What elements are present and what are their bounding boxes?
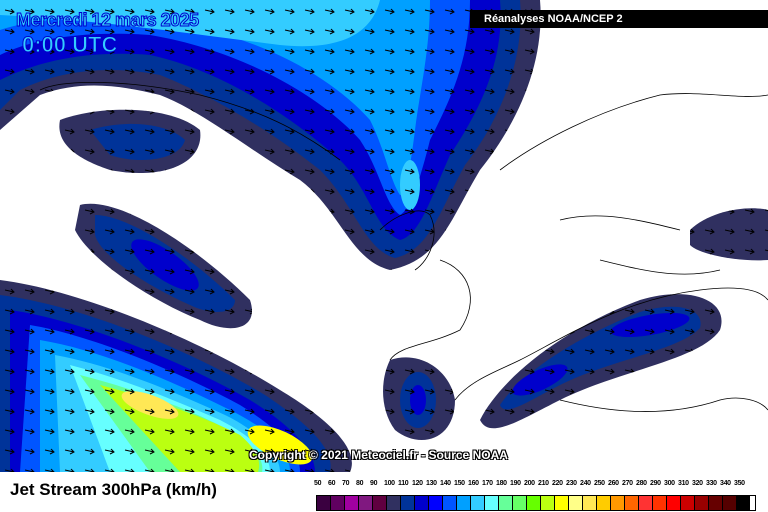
legend-swatch <box>695 496 709 510</box>
legend-label: 110 <box>398 480 409 487</box>
legend-swatch <box>541 496 555 510</box>
legend-swatch <box>401 496 415 510</box>
legend-swatch <box>345 496 359 510</box>
legend-label: 160 <box>468 480 479 487</box>
legend-swatch <box>583 496 597 510</box>
legend-label: 50 <box>314 480 322 487</box>
legend-label: 310 <box>678 480 689 487</box>
legend-swatch <box>317 496 331 510</box>
legend-label: 190 <box>510 480 521 487</box>
coastlines <box>39 81 768 412</box>
legend-swatch <box>611 496 625 510</box>
legend-labels: 50 60 70 80 90 100 110 120 130 140 150 160 170 180 190… <box>314 480 756 492</box>
legend-label: 120 <box>412 480 423 487</box>
legend-label: 220 <box>552 480 563 487</box>
legend-swatch <box>485 496 499 510</box>
copyright-label: Copyright © 2021 Meteociel.fr - Source N… <box>249 448 508 462</box>
legend-swatch <box>373 496 387 510</box>
source-banner: Réanalyses NOAA/NCEP 2 <box>470 10 768 28</box>
legend-swatch <box>387 496 401 510</box>
legend-swatch <box>443 496 457 510</box>
legend-label: 80 <box>356 480 364 487</box>
legend-label: 260 <box>608 480 619 487</box>
legend-label: 350 <box>734 480 745 487</box>
legend-label: 60 <box>328 480 336 487</box>
legend-swatch <box>513 496 527 510</box>
legend-label: 300 <box>664 480 675 487</box>
legend-label: 200 <box>524 480 535 487</box>
legend-swatch <box>625 496 639 510</box>
legend-bar <box>316 495 756 511</box>
legend-swatch <box>359 496 373 510</box>
legend-label: 250 <box>594 480 605 487</box>
legend-swatch <box>457 496 471 510</box>
legend-swatch <box>331 496 345 510</box>
legend-swatch <box>415 496 429 510</box>
legend-swatch <box>667 496 681 510</box>
date-label: Mercredi 12 mars 2025 <box>16 10 200 31</box>
legend-label: 330 <box>706 480 717 487</box>
legend-label: 340 <box>720 480 731 487</box>
legend-swatch <box>737 496 750 510</box>
legend-swatch <box>709 496 723 510</box>
wind-speed-map <box>0 0 768 472</box>
legend-label: 150 <box>454 480 465 487</box>
legend-label: 320 <box>692 480 703 487</box>
product-title-text: Jet Stream 300hPa (km/h) <box>10 480 217 499</box>
legend-label: 100 <box>384 480 395 487</box>
legend-label: 140 <box>440 480 451 487</box>
legend-swatch <box>429 496 443 510</box>
legend-label: 180 <box>496 480 507 487</box>
legend-label: 170 <box>482 480 493 487</box>
product-title: Jet Stream 300hPa (km/h) <box>10 480 217 500</box>
legend-swatch <box>681 496 695 510</box>
legend-label: 90 <box>370 480 378 487</box>
legend-label: 280 <box>636 480 647 487</box>
legend-label: 230 <box>566 480 577 487</box>
legend-swatch <box>527 496 541 510</box>
color-legend: 50 60 70 80 90 100 110 120 130 140 150 160 170 180 190… <box>314 480 756 511</box>
legend-label: 210 <box>538 480 549 487</box>
legend-swatch <box>471 496 485 510</box>
legend-label: 290 <box>650 480 661 487</box>
legend-swatch <box>569 496 583 510</box>
legend-label: 130 <box>426 480 437 487</box>
legend-swatch <box>555 496 569 510</box>
legend-label: 270 <box>622 480 633 487</box>
legend-swatch <box>597 496 611 510</box>
legend-swatch <box>499 496 513 510</box>
time-label: 0:00 UTC <box>21 32 118 58</box>
legend-label: 70 <box>342 480 350 487</box>
legend-swatch <box>639 496 653 510</box>
legend-swatch <box>723 496 737 510</box>
legend-swatch <box>653 496 667 510</box>
legend-label: 240 <box>580 480 591 487</box>
